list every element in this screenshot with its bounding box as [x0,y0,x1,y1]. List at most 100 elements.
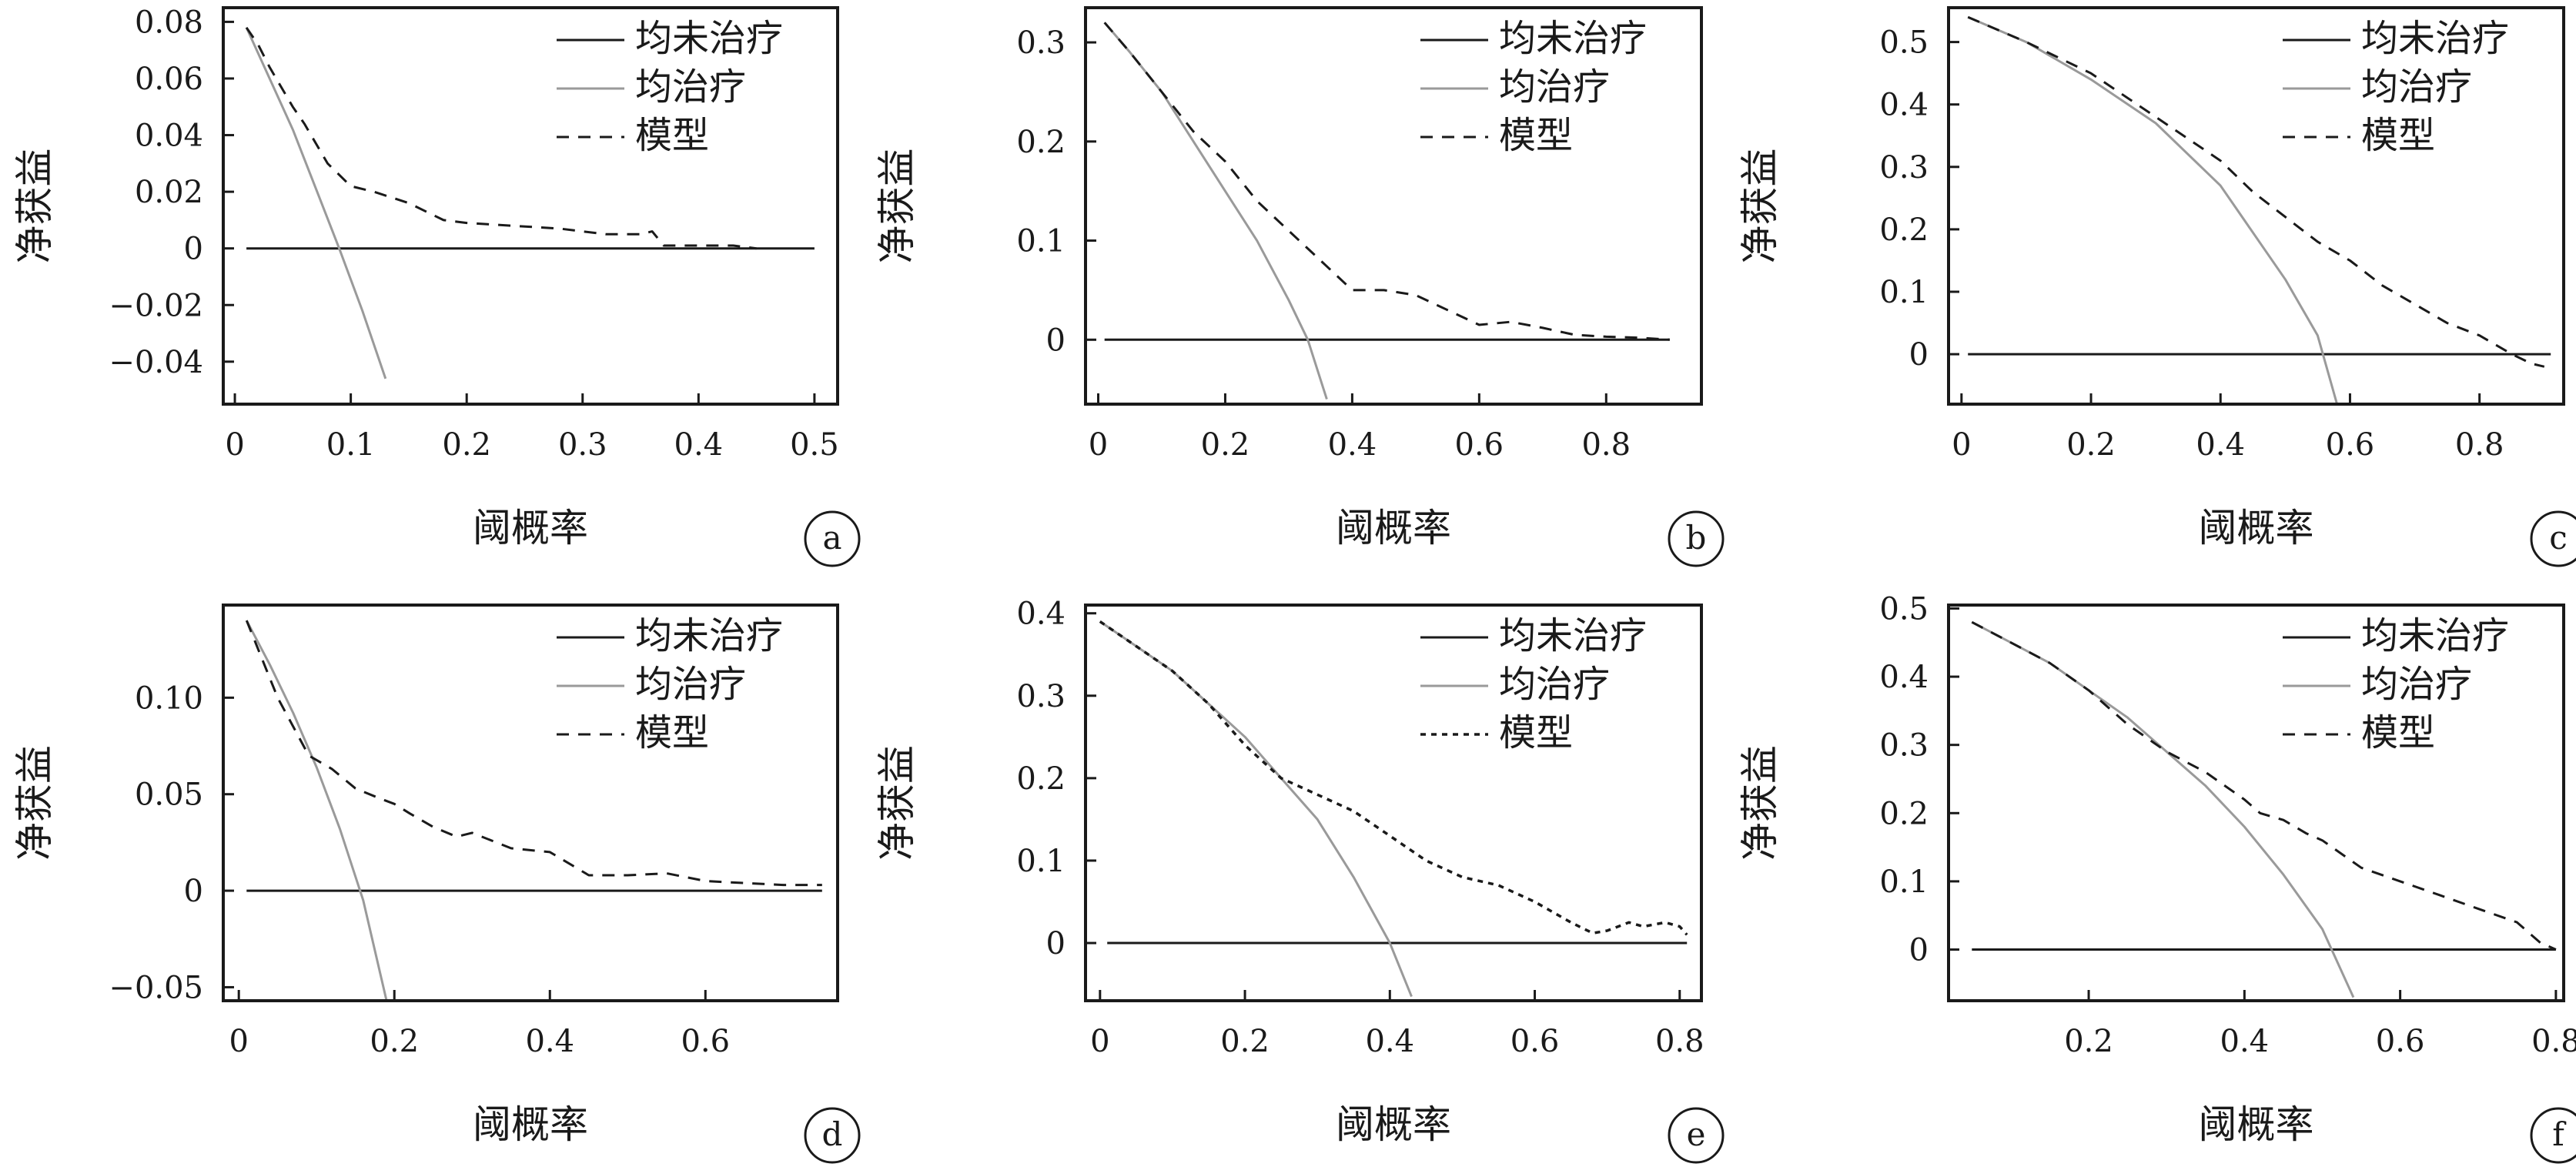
x-tick-label: 0.4 [1365,1024,1414,1059]
y-tick-label: 0 [1046,926,1066,961]
x-tick-label: 0.1 [326,427,376,463]
x-tick-label: 0.4 [1328,427,1377,463]
y-tick-label: 0.3 [1879,150,1929,186]
y-tick-label: 0.1 [1879,864,1929,900]
x-axis-label: 阈概率 [473,506,588,550]
x-tick-label: 0.2 [442,427,491,463]
panel-f: 0.2 0.4 0.6 0.8 0 0.1 0.2 0.3 0.4 0.5 阈概率 净获益 均未治疗均治… [1738,591,2576,1164]
series-line-model [245,26,757,250]
x-tick-label: 0.8 [1655,1024,1705,1059]
y-tick-label: 0.10 [135,680,203,716]
y-tick-label: 0 [1046,323,1066,358]
x-axis-label: 阈概率 [2199,1102,2314,1147]
y-tick-label: 0.3 [1879,728,1929,764]
panel-letter-circle [2530,510,2576,567]
series-line-model [1099,620,1688,936]
y-tick-label: 0.4 [1016,597,1066,632]
legend-label: 模型 [1499,711,1573,754]
legend-label: 模型 [635,711,709,754]
series-line-treat-all [245,27,387,380]
plot-frame [222,6,839,406]
panel-letter: e [1687,1115,1706,1153]
x-tick-label: 0.6 [2326,427,2375,463]
series-line-treat-all [245,620,388,1001]
series-line-model [245,620,822,887]
panel-letter-circle [1668,1107,1725,1164]
panel-letter-circle [804,510,861,567]
x-tick-label: 0.6 [681,1024,730,1059]
y-axis-label: 净获益 [875,745,919,861]
x-axis-label: 阈概率 [2199,506,2314,550]
y-tick-label: 0.4 [1879,88,1929,123]
x-tick-label: 0.6 [1455,427,1504,463]
x-tick-label: 0 [1952,427,1971,463]
plot-frame [222,604,839,1002]
legend-label: 均治疗 [2361,663,2472,706]
plot-frame [1947,604,2565,1002]
series-line-treat-all [1971,620,2355,998]
y-tick-label: 0 [1909,337,1929,373]
y-tick-label: −0.05 [109,970,203,1005]
panel-letter: a [822,519,841,557]
y-tick-label: 0.1 [1016,224,1066,259]
legend-label: 均治疗 [635,65,746,109]
plot-frame [1084,6,1703,406]
x-tick-label: 0.8 [1581,427,1631,463]
y-tick-label: 0.1 [1016,844,1066,879]
legend-label: 均治疗 [635,663,746,706]
x-tick-label: 0.8 [2455,427,2504,463]
x-tick-label: 0.2 [1201,427,1250,463]
x-tick-label: 0.6 [1510,1024,1560,1059]
x-tick-label: 0.5 [790,427,839,463]
panel-c: 0 0.2 0.4 0.6 0.8 0 0.1 0.2 0.3 0.4 0.5 阈概率 净获益 均未治疗均… [1738,6,2576,567]
y-tick-label: −0.02 [109,288,203,323]
legend-label: 均未治疗 [635,614,783,657]
legend-label: 均未治疗 [1499,17,1647,60]
y-tick-label: 0.1 [1879,275,1929,310]
series-line-treat-all [1967,15,2339,404]
panel-letter: d [822,1115,843,1153]
legend-label: 模型 [2361,114,2435,157]
y-tick-label: 0.2 [1016,125,1066,160]
x-tick-label: 0.4 [674,427,724,463]
x-tick-label: 0 [1090,1024,1109,1059]
x-tick-label: 0.8 [2531,1024,2576,1059]
series-line-model [1971,620,2557,951]
x-tick-label: 0.6 [2376,1024,2425,1059]
legend-label: 均治疗 [1499,65,1610,109]
panel-letter-circle [1668,510,1725,567]
y-tick-label: 0 [184,874,203,909]
x-tick-label: 0 [225,427,244,463]
legend-label: 均治疗 [2361,65,2472,109]
x-tick-label: 0.4 [525,1024,574,1059]
x-tick-label: 0.2 [2064,1024,2113,1059]
y-tick-label: 0.3 [1016,25,1066,61]
y-tick-label: 0.2 [1879,796,1929,831]
y-tick-label: 0.05 [135,777,203,813]
y-axis-label: 净获益 [12,149,57,264]
y-tick-label: 0.2 [1016,761,1066,797]
x-axis-label: 阈概率 [473,1102,588,1147]
legend-label: 均治疗 [1499,663,1610,706]
panel-letter-circle [804,1107,861,1164]
panel-letter-circle [2530,1107,2576,1164]
series-line-treat-all [1099,620,1413,998]
x-tick-label: 0.2 [1220,1024,1270,1059]
legend-label: 模型 [635,114,709,157]
panel-letter: c [2549,519,2568,557]
x-axis-label: 阈概率 [1336,506,1451,550]
legend-label: 均未治疗 [2361,17,2509,60]
series-line-treat-all [1103,22,1328,400]
y-tick-label: 0.2 [1879,212,1929,248]
x-tick-label: 0.3 [558,427,607,463]
y-tick-label: 0.08 [135,5,203,40]
x-tick-label: 0 [1089,427,1108,463]
y-tick-label: 0 [1909,933,1929,968]
y-axis-label: 净获益 [12,745,57,861]
x-tick-label: 0.2 [2066,427,2116,463]
